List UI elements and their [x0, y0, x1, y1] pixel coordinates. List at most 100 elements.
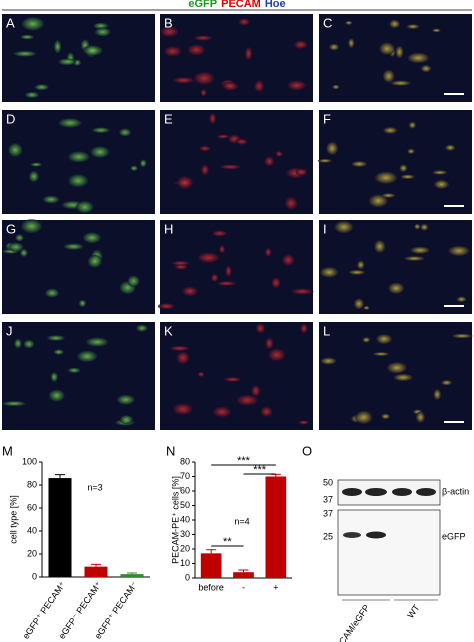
- panel-label: N: [166, 443, 175, 458]
- cell: [293, 40, 308, 50]
- band: [392, 488, 412, 496]
- cell: [8, 242, 24, 252]
- cell: [53, 39, 62, 54]
- cell: [58, 58, 77, 66]
- cell: [286, 80, 307, 91]
- y-tick-label: 40: [27, 525, 37, 535]
- annotation: n=3: [87, 482, 102, 492]
- cell: [267, 348, 286, 362]
- micrographs: A B C D E F G H I J K L: [2, 14, 473, 430]
- band: [366, 531, 386, 539]
- cell: [211, 230, 228, 237]
- cell: [127, 275, 140, 287]
- cell: [225, 265, 232, 277]
- cell: [381, 193, 396, 198]
- cell: [90, 146, 110, 158]
- cell: [295, 168, 308, 176]
- cell: [83, 45, 103, 56]
- cell: [420, 64, 432, 73]
- cell: [348, 269, 366, 275]
- cell: [48, 389, 65, 402]
- cell: [332, 84, 340, 90]
- cell: [76, 200, 94, 214]
- cell: [169, 345, 190, 352]
- cell: [86, 337, 109, 347]
- cell: [197, 252, 220, 264]
- cell: [284, 196, 298, 210]
- bar: [48, 478, 72, 577]
- cell: [408, 121, 417, 129]
- panel-label: C: [323, 15, 332, 30]
- cell: [119, 415, 134, 425]
- y-tick-label: 50: [180, 500, 190, 510]
- cell: [193, 71, 215, 86]
- cell: [406, 24, 420, 30]
- cell: [216, 134, 230, 139]
- cell: [160, 26, 179, 38]
- y-tick-label: 80: [27, 479, 37, 489]
- cell: [42, 195, 60, 204]
- cell: [353, 298, 365, 310]
- y-tick-label: 70: [180, 471, 190, 481]
- cell: [93, 22, 109, 29]
- cell: [8, 142, 23, 157]
- cell: [157, 302, 176, 310]
- panel-label: M: [2, 443, 13, 458]
- cell: [172, 76, 195, 84]
- header-label: Hoe: [265, 0, 286, 10]
- cell: [298, 420, 310, 425]
- panel-label: F: [323, 111, 331, 126]
- cell: [15, 234, 24, 242]
- cell: [368, 194, 389, 208]
- cell: [393, 373, 414, 382]
- panel-label: D: [6, 111, 15, 126]
- cell: [46, 335, 66, 341]
- significance: **: [223, 536, 232, 548]
- cell: [30, 162, 43, 167]
- cell: [403, 256, 425, 261]
- cell: [172, 403, 194, 416]
- micrograph: [160, 110, 313, 214]
- band: [342, 488, 362, 496]
- cell: [334, 220, 354, 234]
- cell: [87, 255, 102, 268]
- cell: [136, 324, 148, 332]
- cell: [264, 156, 275, 167]
- cell: [254, 79, 265, 93]
- cell: [251, 384, 261, 397]
- panel-label: L: [323, 323, 330, 338]
- band: [416, 488, 436, 496]
- cell: [382, 126, 398, 134]
- marker: 37: [323, 494, 333, 504]
- cell: [387, 282, 405, 295]
- cell: [25, 91, 40, 99]
- micrograph: [2, 220, 155, 314]
- cell: [373, 239, 386, 254]
- cell: [19, 248, 28, 257]
- cell: [63, 243, 84, 250]
- x-tick-label: -: [242, 582, 245, 592]
- cell: [118, 128, 132, 137]
- western-blot: O 50 37 37 25 β-actin eGFP PECAM/eGFP WT: [302, 443, 469, 642]
- cell: [67, 367, 81, 374]
- cell: [363, 305, 370, 311]
- cell: [58, 118, 82, 128]
- blot-box: [337, 509, 441, 596]
- cell: [163, 46, 182, 57]
- y-tick-label: 10: [180, 558, 190, 568]
- cell: [200, 164, 210, 176]
- cell: [265, 337, 274, 350]
- y-tick-label: 0: [185, 572, 190, 582]
- cell: [362, 336, 371, 343]
- cell: [44, 288, 60, 298]
- panel-label: B: [164, 15, 173, 30]
- band-label: eGFP: [442, 531, 466, 541]
- panel-label: J: [6, 323, 13, 338]
- bar: [200, 553, 222, 578]
- bar: [120, 574, 144, 577]
- header-label: eGFP: [188, 0, 217, 10]
- cell: [255, 323, 266, 334]
- panel-label: G: [6, 221, 16, 236]
- annotation: n=4: [234, 516, 249, 526]
- cell: [67, 151, 90, 163]
